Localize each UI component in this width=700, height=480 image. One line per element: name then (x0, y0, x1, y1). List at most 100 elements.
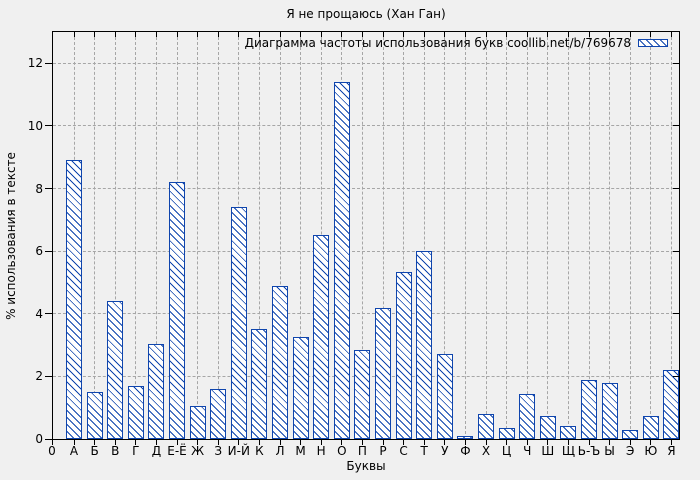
x-tick-label-Ы: Ы (604, 444, 615, 458)
y-tick-mark-right (673, 188, 679, 190)
v-gridline (670, 32, 672, 439)
x-tick-mark-top (238, 32, 240, 37)
x-tick-label-Г: Г (132, 444, 140, 458)
legend: Диаграмма частоты использования букв coo… (245, 36, 668, 50)
x-tick-label-Э: Э (625, 444, 635, 458)
bar-Ф (457, 436, 474, 439)
y-tick-label: 6 (35, 244, 43, 259)
chart-title: Я не прощаюсь (Хан Ган) (286, 7, 446, 21)
x-tick-mark (609, 440, 611, 445)
x-tick-mark (506, 440, 508, 445)
y-tick-mark (45, 250, 52, 252)
x-tick-mark (135, 440, 137, 445)
x-tick-mark-top (176, 32, 178, 37)
v-gridline (258, 32, 260, 439)
bar-Е-Ё (169, 182, 185, 439)
bar-Л (272, 286, 288, 439)
x-tick-mark (279, 440, 281, 445)
v-gridline (485, 32, 487, 439)
x-origin-label: 0 (48, 444, 56, 458)
y-tick-label: 2 (35, 369, 43, 384)
bar-Я (663, 370, 679, 439)
y-tick-mark (45, 188, 52, 190)
bar-Ю (642, 416, 659, 439)
x-tick-mark-top (588, 32, 590, 37)
x-tick-label-Л: Л (275, 444, 285, 458)
x-axis-title: Буквы (346, 459, 386, 473)
x-tick-mark (197, 440, 199, 445)
bar-Б (86, 392, 103, 439)
x-tick-mark (670, 440, 672, 445)
bar-Щ (560, 426, 577, 439)
x-tick-mark-top (197, 32, 199, 37)
x-tick-mark (361, 440, 363, 445)
x-tick-mark (547, 440, 549, 445)
bar-У (436, 354, 453, 439)
v-gridline (567, 32, 569, 439)
x-tick-label-Н: Н (316, 444, 326, 458)
bar-Ж (189, 406, 206, 439)
x-tick-mark-top (114, 32, 116, 37)
v-gridline (444, 32, 446, 439)
v-gridline (361, 32, 363, 439)
plot-inner (53, 32, 679, 439)
y-tick-mark-right (673, 313, 679, 315)
v-gridline (300, 32, 302, 439)
x-tick-mark (341, 440, 343, 445)
x-tick-label-Я: Я (667, 444, 676, 458)
y-tick-label: 10 (27, 118, 43, 133)
v-gridline (197, 32, 199, 439)
bar-Ш (539, 416, 556, 439)
bar-Ы (601, 383, 618, 439)
x-tick-label-В: В (111, 444, 120, 458)
x-tick-label-Ч: Ч (523, 444, 532, 458)
x-tick-mark (258, 440, 260, 445)
bar-Э (622, 430, 639, 439)
bar-А (66, 160, 82, 439)
bar-Р (375, 308, 391, 439)
x-tick-mark (403, 440, 405, 445)
x-tick-mark (444, 440, 446, 445)
h-gridline (53, 313, 679, 315)
x-tick-mark (217, 440, 219, 445)
plot-area: Диаграмма частоты использования букв coo… (52, 31, 680, 440)
x-tick-mark-top (341, 32, 343, 37)
x-tick-mark (300, 440, 302, 445)
legend-swatch (638, 39, 668, 47)
x-tick-mark (526, 440, 528, 445)
y-tick-mark-right (673, 125, 679, 127)
x-tick-mark-top (94, 32, 96, 37)
v-gridline (629, 32, 631, 439)
x-tick-label-И-Й: И-Й (227, 444, 250, 458)
x-tick-label-Ь-Ъ: Ь-Ъ (577, 444, 601, 458)
x-tick-label-Е-Ё: Е-Ё (167, 444, 187, 458)
x-tick-mark (114, 440, 116, 445)
v-gridline (526, 32, 528, 439)
x-tick-mark-top (629, 32, 631, 37)
x-tick-mark-top (300, 32, 302, 37)
x-tick-label-М: М (295, 444, 306, 458)
v-gridline (155, 32, 157, 439)
x-tick-mark (629, 440, 631, 445)
bar-Ц (498, 428, 515, 439)
x-tick-label-Ц: Ц (501, 444, 512, 458)
y-tick-mark-right (673, 62, 679, 64)
x-tick-mark-top (217, 32, 219, 37)
x-tick-label-Ф: Ф (460, 444, 471, 458)
x-tick-mark-top (650, 32, 652, 37)
bar-В (107, 301, 124, 439)
x-tick-mark (423, 440, 425, 445)
x-tick-label-Ш: Ш (541, 444, 555, 458)
x-tick-mark-top (279, 32, 281, 37)
h-gridline (53, 188, 679, 190)
v-gridline (588, 32, 590, 439)
v-gridline (423, 32, 425, 439)
bar-Г (127, 386, 144, 439)
x-tick-mark (94, 440, 96, 445)
bar-С (395, 272, 412, 439)
x-tick-mark (382, 440, 384, 445)
x-tick-mark (238, 440, 240, 445)
x-tick-label-А: А (69, 444, 79, 458)
y-tick-mark (45, 313, 52, 315)
x-tick-mark (485, 440, 487, 445)
